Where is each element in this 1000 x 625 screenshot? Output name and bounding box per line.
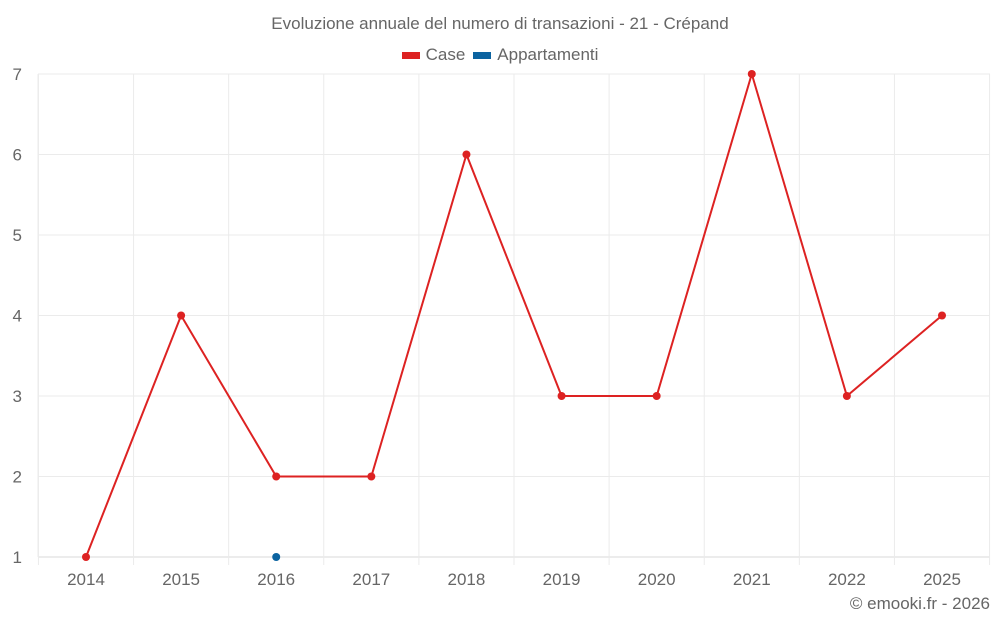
y-tick-label: 4 [13, 307, 22, 326]
legend-item-case[interactable]: Case [401, 45, 466, 65]
data-point[interactable] [557, 392, 566, 400]
y-tick-label: 3 [13, 387, 22, 406]
y-tick-label: 2 [13, 468, 22, 487]
x-tick-label: 2014 [67, 570, 105, 589]
x-tick-label: 2025 [923, 570, 961, 589]
legend-label-case: Case [425, 45, 466, 64]
data-point[interactable] [367, 472, 376, 481]
x-tick-label: 2021 [733, 570, 771, 589]
x-tick-label: 2019 [543, 570, 581, 589]
y-tick-label: 1 [13, 548, 22, 567]
x-tick-label: 2022 [828, 570, 866, 589]
y-tick-label: 5 [13, 226, 22, 245]
data-point[interactable] [82, 553, 90, 561]
data-point[interactable] [938, 311, 946, 320]
chart-title: Evoluzione annuale del numero di transaz… [271, 14, 729, 33]
legend-swatch-appartamenti [473, 51, 492, 59]
y-tick-label: 7 [13, 65, 22, 84]
data-point[interactable] [652, 392, 661, 400]
data-point[interactable] [177, 311, 186, 320]
x-tick-label: 2017 [352, 570, 390, 589]
x-tick-label: 2020 [638, 570, 676, 589]
y-tick-label: 6 [13, 146, 22, 165]
data-point[interactable] [842, 392, 851, 400]
x-tick-label: 2015 [162, 570, 200, 589]
data-point[interactable] [462, 150, 471, 159]
data-point[interactable] [272, 472, 281, 481]
data-point[interactable] [747, 70, 756, 78]
series-line-case [85, 70, 943, 558]
credit-text: © emooki.fr - 2026 [849, 594, 990, 613]
data-point[interactable] [272, 553, 281, 561]
x-tick-label: 2018 [448, 570, 486, 589]
x-tick-label: 2016 [257, 570, 295, 589]
legend-label-appartamenti: Appartamenti [497, 45, 599, 64]
legend-item-appartamenti[interactable]: Appartamenti [473, 45, 598, 65]
legend-swatch-case [401, 51, 420, 59]
legend: Case Appartamenti [0, 45, 1000, 65]
